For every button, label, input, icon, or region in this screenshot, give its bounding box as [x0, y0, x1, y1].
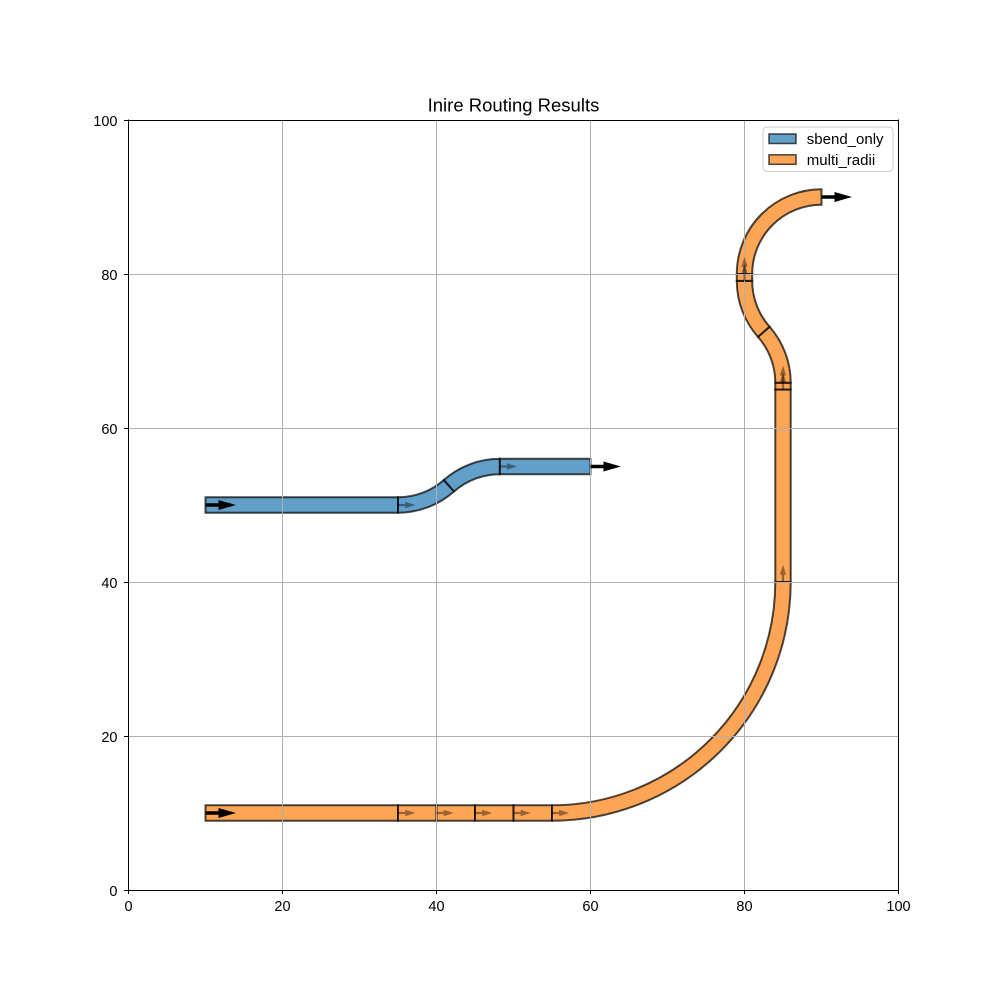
svg-text:100: 100 — [93, 114, 117, 130]
svg-text:80: 80 — [101, 268, 117, 284]
svg-text:0: 0 — [109, 884, 117, 900]
svg-text:60: 60 — [582, 899, 598, 915]
svg-text:multi_radii: multi_radii — [807, 152, 875, 169]
svg-text:60: 60 — [101, 422, 117, 438]
svg-text:40: 40 — [428, 899, 444, 915]
svg-text:sbend_only: sbend_only — [807, 131, 884, 148]
svg-text:100: 100 — [886, 899, 910, 915]
svg-text:Inire Routing Results: Inire Routing Results — [428, 95, 600, 116]
svg-text:20: 20 — [101, 730, 117, 746]
svg-text:20: 20 — [274, 899, 290, 915]
svg-text:80: 80 — [736, 899, 752, 915]
svg-text:40: 40 — [101, 576, 117, 592]
svg-text:0: 0 — [124, 899, 132, 915]
